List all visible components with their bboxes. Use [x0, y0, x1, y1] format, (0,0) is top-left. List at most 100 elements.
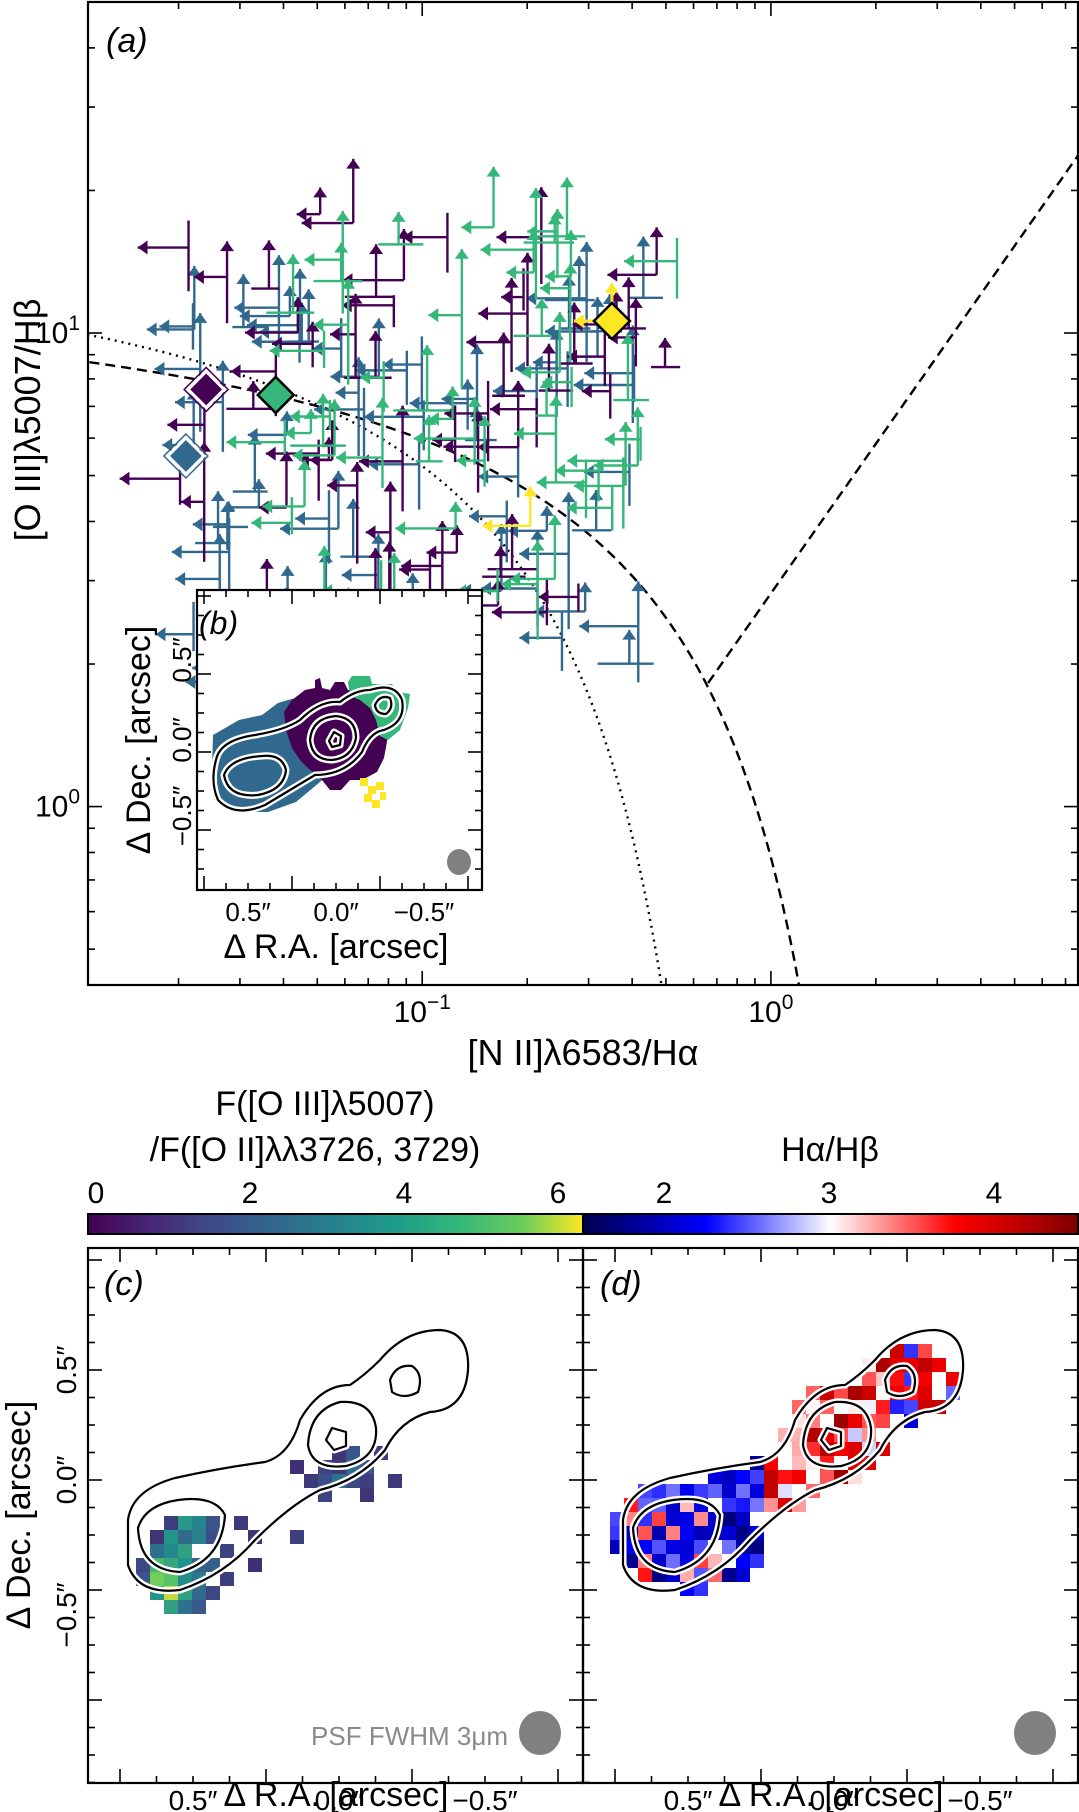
map-pixel: [736, 1470, 750, 1484]
limit-point: [482, 486, 538, 533]
limit-arrowhead: [563, 230, 578, 241]
map-pixel: [764, 1498, 778, 1512]
map-pixel: [750, 1498, 764, 1512]
limit-point: [226, 419, 287, 455]
limit-arrowhead: [234, 300, 245, 315]
limit-arrowhead: [303, 409, 318, 419]
limit-point: [428, 248, 469, 389]
map-pixel: [764, 1484, 778, 1498]
limit-point: [364, 400, 425, 451]
limit-arrowhead: [583, 464, 594, 479]
limit-arrowhead: [215, 360, 230, 371]
limit-arrowhead: [547, 515, 562, 526]
panel-c-ylabel: Δ Dec. [arcsec]: [0, 1401, 38, 1630]
map-pixel: [890, 1344, 904, 1358]
limit-arrowhead: [506, 265, 517, 280]
map-pixel: [750, 1484, 764, 1498]
limit-arrowhead: [185, 674, 196, 689]
limit-point: [584, 325, 640, 423]
x-tick-label: 100: [748, 991, 793, 1029]
limit-arrowhead: [561, 492, 576, 503]
limit-point: [513, 395, 563, 484]
map-pixel: [304, 1474, 318, 1488]
limit-point: [313, 278, 356, 385]
panel-d-label: (d): [600, 1265, 642, 1303]
map-pixel: [946, 1372, 960, 1386]
limit-arrowhead: [341, 568, 352, 583]
limit-arrowhead: [542, 375, 553, 390]
limit-point: [247, 411, 294, 442]
limit-arrowhead: [269, 343, 280, 358]
colorbar-d-tick-label: 3: [821, 1177, 838, 1210]
limit-arrowhead: [146, 322, 157, 337]
limit-point: [272, 321, 320, 368]
map-pixel: [918, 1344, 932, 1358]
limit-arrowhead: [314, 402, 324, 417]
map-pixel: [164, 1544, 178, 1558]
limit-arrowhead: [456, 453, 467, 468]
limit-arrowhead: [523, 486, 538, 497]
limit-arrowhead: [443, 439, 454, 454]
map-pixel: [848, 1428, 862, 1442]
limit-arrowhead: [137, 240, 148, 255]
colorbar-d-gradient: [582, 1213, 1079, 1235]
limit-arrowhead: [313, 187, 328, 198]
limit-arrowhead: [226, 435, 237, 450]
limit-arrowhead: [212, 534, 227, 544]
map-pixel: [164, 1572, 178, 1586]
map-pixel: [290, 1530, 304, 1544]
map-pixel: [890, 1400, 904, 1414]
limit-arrowhead: [550, 208, 565, 219]
limit-arrowhead: [562, 275, 577, 286]
limit-point: [269, 330, 326, 369]
map-pixel: [150, 1530, 164, 1544]
limit-point: [251, 497, 294, 535]
limit-arrowhead: [259, 558, 274, 569]
map-pixel: [806, 1442, 820, 1456]
y-tick-label: 101: [35, 312, 80, 350]
limit-arrowhead: [194, 269, 204, 284]
limit-arrowhead: [335, 385, 346, 400]
panel-b-xtick-label: 0.0″: [313, 897, 358, 927]
limit-point: [628, 236, 664, 299]
map-pixel: [792, 1456, 806, 1470]
limit-arrowhead: [555, 463, 565, 478]
limit-arrowhead: [540, 281, 550, 296]
limit-arrowhead: [330, 327, 340, 342]
map-pixel: [388, 1474, 402, 1488]
limit-arrowhead: [251, 515, 262, 530]
colorbar-c-tick-label: 2: [242, 1177, 259, 1210]
limit-point: [257, 566, 308, 594]
limit-arrowhead: [341, 278, 356, 289]
limit-arrowhead: [607, 267, 618, 282]
limit-point: [456, 416, 492, 487]
limit-point: [468, 500, 508, 563]
limit-point: [251, 240, 280, 290]
limit-arrowhead: [579, 619, 590, 634]
limit-point: [583, 443, 631, 506]
limit-arrowhead: [365, 525, 376, 540]
map-pixel: [694, 1484, 708, 1498]
psf-beam-c: [519, 1711, 561, 1755]
map-pixel: [848, 1386, 862, 1400]
map-pixel: [694, 1526, 708, 1540]
map-pixel: [150, 1572, 164, 1586]
limit-point: [365, 481, 398, 603]
limit-arrowhead: [382, 357, 393, 372]
colorbar-c-title-line2: /F([O II]λλ3726, 3729): [150, 1131, 481, 1169]
map-pixel: [652, 1484, 666, 1498]
limit-arrowhead: [313, 317, 324, 332]
limit-arrowhead: [468, 509, 479, 524]
limit-arrowhead: [220, 502, 235, 512]
limit-arrowhead: [491, 605, 502, 620]
map-pixel: [164, 1530, 178, 1544]
panel-a-label: (a): [106, 22, 148, 60]
limit-arrowhead: [621, 277, 636, 288]
map-pixel: [708, 1470, 722, 1484]
limit-arrowhead: [346, 158, 361, 169]
map-pixel: [862, 1386, 876, 1400]
map-pixel: [206, 1558, 220, 1572]
limit-point: [521, 312, 567, 380]
limit-point: [579, 581, 646, 683]
map-pixel: [192, 1586, 206, 1600]
